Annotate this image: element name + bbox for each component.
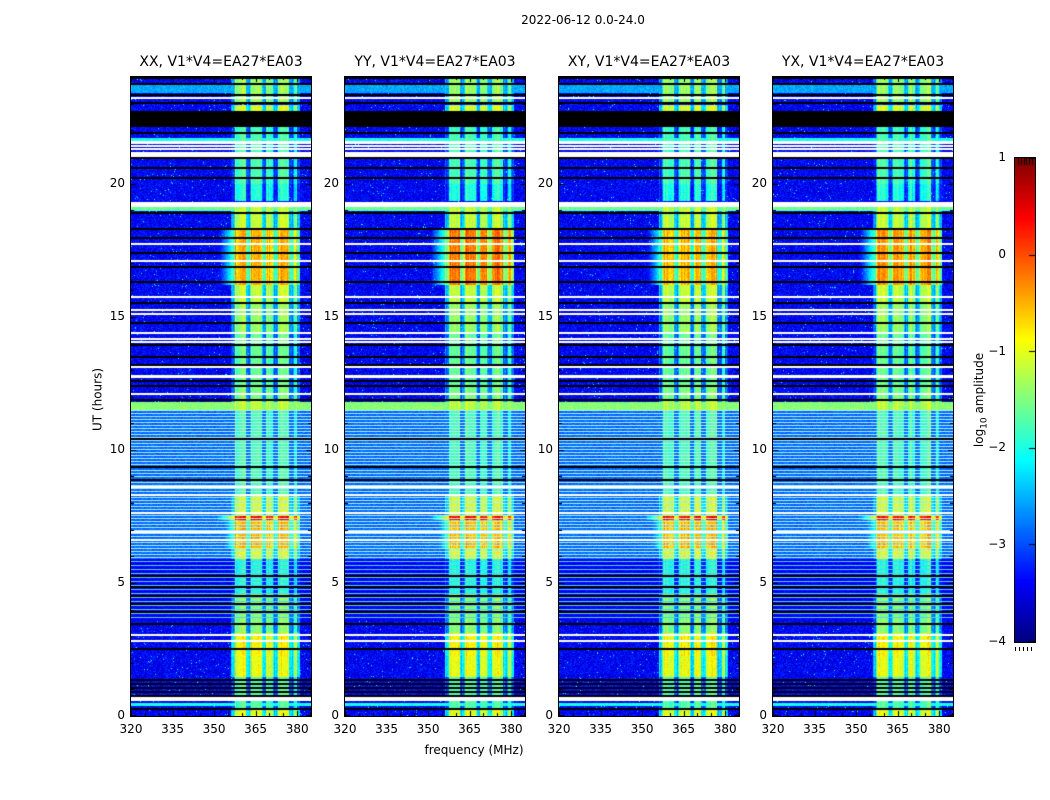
x-tick-label: 335 bbox=[803, 722, 826, 736]
panel-title-yy: YY, V1*V4=EA27*EA03 bbox=[354, 54, 516, 70]
spectrogram-panel-yy bbox=[344, 76, 526, 717]
y-tick-label: 0 bbox=[545, 708, 553, 722]
y-tick-label: 10 bbox=[323, 441, 339, 456]
colorbar bbox=[1014, 157, 1036, 643]
y-tick-label: 15 bbox=[109, 308, 125, 323]
y-tick-label: 20 bbox=[109, 175, 125, 190]
colorbar-minor-ticks bbox=[1015, 647, 1035, 651]
y-tick-label: 20 bbox=[751, 175, 767, 190]
y-axis-label: UT (hours) bbox=[90, 367, 105, 432]
colorbar-label: log10 amplitude bbox=[972, 352, 990, 448]
y-tick-label: 15 bbox=[537, 308, 553, 323]
x-tick-label: 320 bbox=[547, 722, 571, 736]
colorbar-tick-label: −2 bbox=[988, 440, 1006, 455]
x-tick-label: 320 bbox=[761, 722, 785, 736]
colorbar-tick-label: −1 bbox=[988, 343, 1006, 358]
x-tick-label: 335 bbox=[589, 722, 612, 736]
y-tick-label: 5 bbox=[331, 574, 339, 589]
x-tick-label: 365 bbox=[458, 722, 482, 736]
x-tick-label: 365 bbox=[672, 722, 696, 736]
y-tick-label: 15 bbox=[323, 308, 339, 323]
colorbar-tick-label: 0 bbox=[998, 246, 1006, 261]
y-tick-label: 5 bbox=[759, 574, 767, 589]
x-tick-label: 335 bbox=[161, 722, 184, 736]
y-tick-label: 20 bbox=[537, 175, 553, 190]
x-tick-label: 350 bbox=[630, 722, 654, 736]
y-tick-label: 0 bbox=[759, 708, 767, 722]
spectrogram-panel-xy bbox=[558, 76, 740, 717]
colorbar-tick-label: −3 bbox=[988, 537, 1006, 552]
x-tick-label: 380 bbox=[713, 722, 737, 736]
y-tick-label: 5 bbox=[117, 574, 125, 589]
spectrogram-panel-xx bbox=[130, 76, 312, 717]
panel-title-xx: XX, V1*V4=EA27*EA03 bbox=[139, 54, 303, 70]
spectrogram-image bbox=[345, 77, 525, 716]
x-tick-label: 365 bbox=[244, 722, 268, 736]
x-tick-label: 350 bbox=[202, 722, 226, 736]
x-tick-label: 350 bbox=[844, 722, 868, 736]
y-tick-label: 0 bbox=[117, 708, 125, 722]
colorbar-tick-label: −4 bbox=[988, 634, 1006, 648]
colorbar-tick-label: 1 bbox=[998, 150, 1006, 164]
spectrogram-panel-yx bbox=[772, 76, 954, 717]
x-tick-label: 350 bbox=[416, 722, 440, 736]
x-tick-label: 320 bbox=[333, 722, 357, 736]
y-tick-label: 5 bbox=[545, 574, 553, 589]
y-tick-label: 15 bbox=[751, 308, 767, 323]
y-tick-label: 10 bbox=[537, 441, 553, 456]
panel-title-yx: YX, V1*V4=EA27*EA03 bbox=[781, 54, 945, 70]
x-tick-label: 365 bbox=[886, 722, 910, 736]
x-tick-label: 380 bbox=[927, 722, 951, 736]
x-tick-label: 380 bbox=[499, 722, 523, 736]
x-tick-label: 335 bbox=[375, 722, 398, 736]
y-tick-label: 0 bbox=[331, 708, 339, 722]
colorbar-gradient bbox=[1015, 158, 1035, 642]
x-tick-label: 320 bbox=[119, 722, 143, 736]
y-tick-label: 20 bbox=[323, 175, 339, 190]
spectrogram-image bbox=[773, 77, 953, 716]
y-tick-label: 10 bbox=[109, 441, 125, 456]
spectrogram-image bbox=[559, 77, 739, 716]
panel-title-xy: XY, V1*V4=EA27*EA03 bbox=[567, 54, 731, 70]
x-tick-label: 380 bbox=[285, 722, 309, 736]
y-tick-label: 10 bbox=[751, 441, 767, 456]
spectrogram-image bbox=[131, 77, 311, 716]
x-axis-label: frequency (MHz) bbox=[424, 743, 524, 757]
figure-title: 2022-06-12 0.0-24.0 bbox=[521, 13, 645, 27]
